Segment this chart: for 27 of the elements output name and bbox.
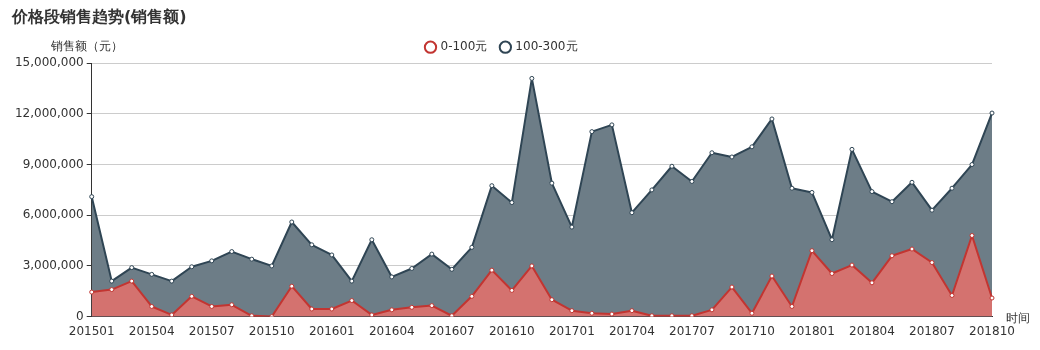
legend-label: 100-300元	[515, 39, 578, 54]
y-tick-label: 15,000,000	[14, 55, 84, 70]
legend-label: 0-100元	[440, 39, 488, 54]
x-tick-label: 201604	[368, 323, 415, 338]
y-tick-label: 0	[76, 308, 84, 323]
x-tick-label: 201601	[308, 323, 355, 338]
y-tick-label: 12,000,000	[14, 106, 84, 120]
chart-title: 价格段销售趋势(销售额)	[11, 6, 187, 26]
x-tick-label: 201501	[68, 323, 115, 338]
x-tick-label: 201607	[428, 323, 475, 338]
y-tick-label: 3,000,000	[22, 258, 84, 273]
x-tick-label: 201707	[669, 323, 715, 338]
x-tick-label: 201801	[789, 323, 835, 338]
y-tick-label: 9,000,000	[22, 156, 84, 171]
x-tick-label: 201510	[248, 323, 295, 338]
x-tick-label: 201804	[849, 323, 895, 338]
x-tick-label: 201507	[188, 323, 235, 338]
x-tick-label: 201504	[128, 323, 175, 338]
x-tick-label: 201810	[969, 323, 1015, 338]
x-tick-label: 201610	[488, 323, 535, 338]
x-tick-label: 201701	[548, 323, 595, 338]
x-tick-label: 201807	[909, 323, 955, 338]
y-axis-title: 销售额（元）	[49, 39, 123, 54]
x-tick-label: 201704	[608, 323, 655, 338]
y-tick-label: 6,000,000	[22, 207, 84, 222]
x-tick-label: 201710	[729, 323, 775, 338]
x-axis-title: 时间	[1006, 310, 1030, 325]
